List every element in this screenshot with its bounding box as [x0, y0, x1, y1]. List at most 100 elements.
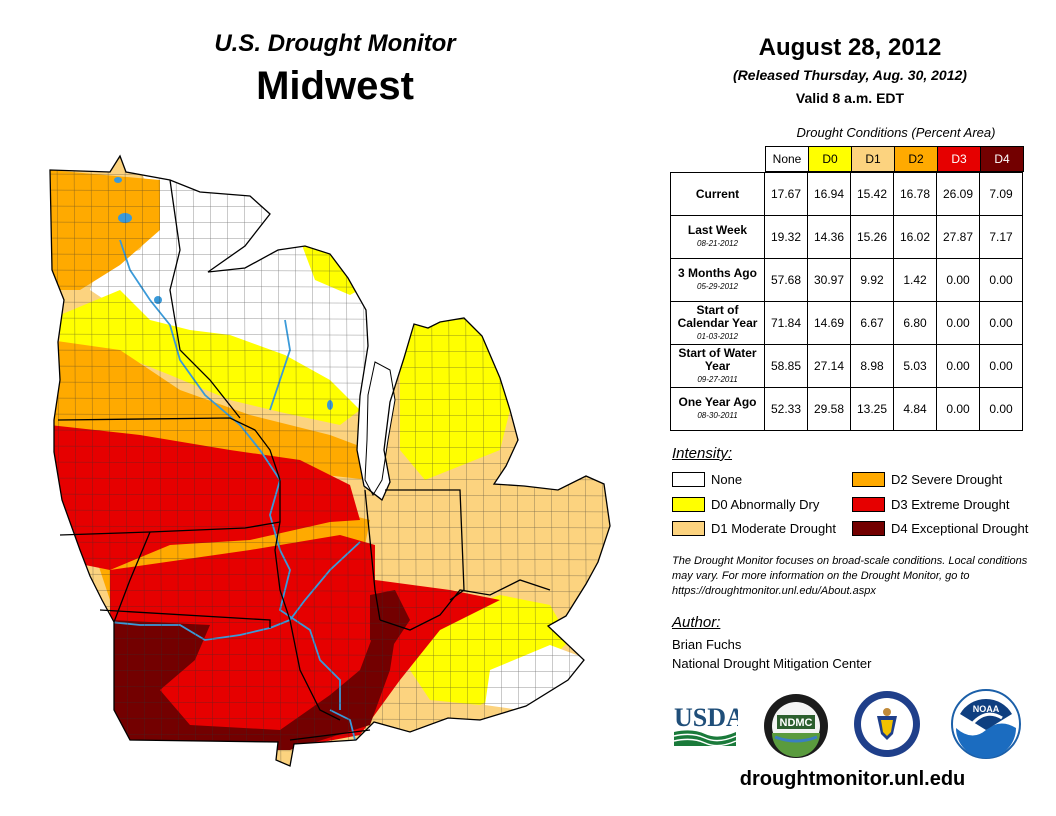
- noaa-logo-text: NOAA: [973, 704, 1000, 714]
- table-cell: 26.09: [936, 172, 980, 216]
- drought-table: Current 17.67 16.94 15.42 16.78 26.09 7.09 Last…: [670, 172, 1023, 431]
- table-cell: 15.42: [850, 172, 894, 216]
- legend-label: D3 Extreme Drought: [891, 497, 1010, 512]
- table-cell: 14.36: [807, 215, 851, 259]
- table-cell: 13.25: [850, 387, 894, 431]
- table-cell: 6.67: [850, 301, 894, 345]
- table-cell: 19.32: [764, 215, 808, 259]
- table-cell: 16.94: [807, 172, 851, 216]
- legend-label: D2 Severe Drought: [891, 472, 1003, 487]
- table-cell: 4.84: [893, 387, 937, 431]
- disclaimer-note: The Drought Monitor focuses on broad-sca…: [672, 555, 1028, 597]
- table-cell: 16.02: [893, 215, 937, 259]
- legend-swatch: [672, 472, 705, 487]
- table-cell: 58.85: [764, 344, 808, 388]
- column-header-d0: D0: [808, 146, 852, 172]
- row-sublabel-date: 09-27-2011: [697, 374, 738, 384]
- table-row: 3 Months Ago 05-29-2012 57.68 30.97 9.92 1.42…: [670, 258, 1023, 302]
- row-label-text: Current: [695, 186, 740, 201]
- row-label: Current: [670, 172, 765, 216]
- table-cell: 9.92: [850, 258, 894, 302]
- ndmc-logo: NDMC: [764, 694, 828, 758]
- legend-swatch: [852, 521, 885, 536]
- legend-swatch: [852, 472, 885, 487]
- legend-swatch: [852, 497, 885, 512]
- table-cell: 0.00: [979, 387, 1023, 431]
- table-cell: 7.17: [979, 215, 1023, 259]
- usda-logo: USDA: [673, 703, 738, 747]
- column-header-d3: D3: [937, 146, 981, 172]
- table-cell: 0.00: [936, 301, 980, 345]
- legend-item-d3: D3 Extreme Drought: [852, 496, 1010, 513]
- legend-label: D1 Moderate Drought: [711, 521, 837, 536]
- map-region-title: Midwest: [256, 64, 414, 108]
- legend-label: D0 Abnormally Dry: [711, 497, 820, 512]
- row-label: 3 Months Ago 05-29-2012: [670, 258, 765, 302]
- row-sublabel-date: 05-29-2012: [697, 282, 738, 291]
- ndmc-logo-text: NDMC: [780, 717, 813, 729]
- row-label-text: One Year Ago: [678, 395, 757, 409]
- table-cell: 1.42: [893, 258, 937, 302]
- row-label-text: Start of Calendar Year: [677, 302, 758, 330]
- table-cell: 5.03: [893, 344, 937, 388]
- website-link[interactable]: droughtmonitor.unl.edu: [739, 768, 966, 790]
- author-organization: National Drought Mitigation Center: [672, 656, 872, 671]
- row-label-text: Start of Water Year: [678, 345, 757, 373]
- legend-item-d0: D0 Abnormally Dry: [672, 496, 819, 513]
- drought-table-header: None D0 D1 D2 D3 D4: [765, 146, 1024, 172]
- table-cell: 6.80: [893, 301, 937, 345]
- table-row: Start of Water Year 09-27-2011 58.85 27.14 8…: [670, 344, 1023, 388]
- legend-title: Intensity:: [672, 445, 733, 462]
- legend-item-none: None: [672, 471, 742, 488]
- table-cell: 57.68: [764, 258, 808, 302]
- table-cell: 0.00: [979, 301, 1023, 345]
- noaa-logo: NOAA: [951, 689, 1021, 759]
- table-cell: 0.00: [979, 258, 1023, 302]
- table-caption: Drought Conditions (Percent Area): [796, 125, 996, 140]
- row-sublabel-date: 08-30-2011: [697, 411, 738, 420]
- doc-seal-logo: [854, 691, 920, 757]
- table-cell: 30.97: [807, 258, 851, 302]
- legend-label: D4 Exceptional Drought: [891, 521, 1029, 536]
- column-header-d4: D4: [980, 146, 1024, 172]
- column-header-none: None: [765, 146, 809, 172]
- table-cell: 15.26: [850, 215, 894, 259]
- table-cell: 7.09: [979, 172, 1023, 216]
- table-row: Start of Calendar Year 01-03-2012 71.84 14.…: [670, 301, 1023, 345]
- table-cell: 71.84: [764, 301, 808, 345]
- table-cell: 29.58: [807, 387, 851, 431]
- table-cell: 8.98: [850, 344, 894, 388]
- row-label: Start of Calendar Year 01-03-2012: [670, 301, 765, 345]
- table-cell: 52.33: [764, 387, 808, 431]
- table-row: One Year Ago 08-30-2011 52.33 29.58 13.25 4.8…: [670, 387, 1023, 431]
- legend-item-d2: D2 Severe Drought: [852, 471, 1002, 488]
- row-label-text: Last Week: [687, 223, 748, 237]
- table-cell: 14.69: [807, 301, 851, 345]
- row-sublabel-date: 01-03-2012: [697, 331, 738, 341]
- legend-item-d4: D4 Exceptional Drought: [852, 520, 1028, 537]
- legend-label: None: [711, 472, 743, 487]
- valid-time: Valid 8 a.m. EDT: [795, 90, 905, 106]
- table-row: Current 17.67 16.94 15.42 16.78 26.09 7.09: [670, 172, 1023, 216]
- row-label: Start of Water Year 09-27-2011: [670, 344, 765, 388]
- report-date: August 28, 2012: [758, 34, 942, 61]
- usda-logo-text: USDA: [674, 703, 738, 732]
- table-cell: 17.67: [764, 172, 808, 216]
- row-label: Last Week 08-21-2012: [670, 215, 765, 259]
- legend-item-d1: D1 Moderate Drought: [672, 520, 836, 537]
- table-cell: 0.00: [936, 344, 980, 388]
- column-header-d2: D2: [894, 146, 938, 172]
- row-label-text: 3 Months Ago: [678, 266, 757, 280]
- table-cell: 27.14: [807, 344, 851, 388]
- table-cell: 16.78: [893, 172, 937, 216]
- table-cell: 27.87: [936, 215, 980, 259]
- table-cell: 0.00: [936, 387, 980, 431]
- release-date: (Released Thursday, Aug. 30, 2012): [733, 67, 967, 83]
- author-name: Brian Fuchs: [672, 637, 742, 652]
- author-heading: Author:: [672, 614, 721, 631]
- legend-swatch: [672, 521, 705, 536]
- table-cell: 0.00: [979, 344, 1023, 388]
- row-label: One Year Ago 08-30-2011: [670, 387, 765, 431]
- row-sublabel-date: 08-21-2012: [697, 239, 738, 248]
- column-header-d1: D1: [851, 146, 895, 172]
